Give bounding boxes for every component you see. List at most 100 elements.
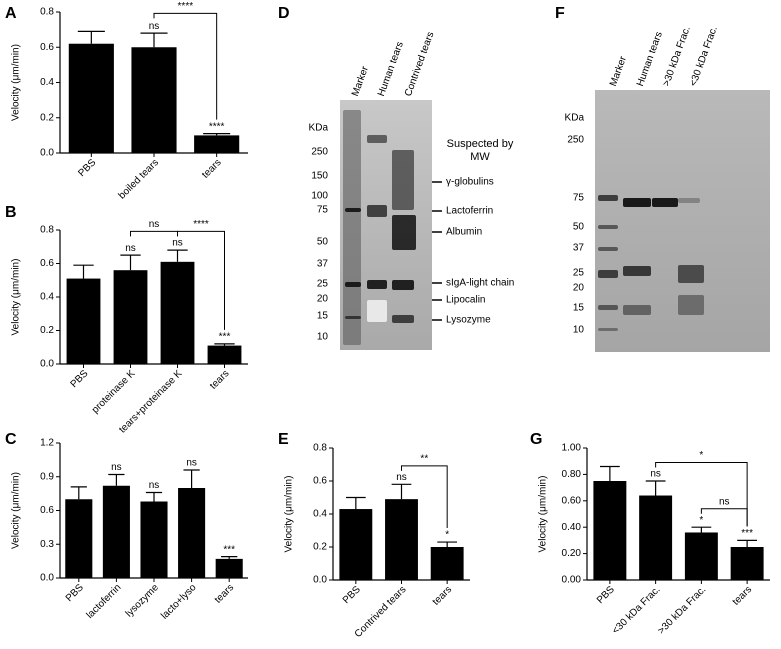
bracket-label: ****	[193, 219, 209, 230]
marker-label: 37	[317, 259, 329, 270]
y-tick-label: 0.20	[562, 548, 582, 559]
marker-label: 10	[573, 325, 585, 336]
bar	[68, 43, 114, 153]
y-tick-label: 0.60	[562, 495, 582, 506]
bracket-label: *	[699, 450, 703, 461]
significance-label: ***	[741, 528, 753, 539]
y-axis-label: Velocity (μm/min)	[538, 476, 549, 553]
panel-label: B	[5, 204, 17, 221]
y-tick-label: 0.8	[40, 225, 54, 236]
y-tick-label: 0.2	[313, 542, 327, 553]
lane-label: Human tears	[376, 40, 406, 98]
significance-label: ****	[209, 121, 225, 132]
annotation-title: Suspected by MW	[446, 138, 514, 163]
significance-bracket	[130, 230, 178, 237]
significance-bracket	[401, 465, 448, 529]
gel-band	[678, 198, 700, 203]
y-axis-label: Velocity (μm/min)	[284, 476, 295, 553]
gel-band	[598, 305, 618, 310]
unit-label: KDa	[565, 113, 585, 124]
y-tick-label: 0.0	[40, 573, 54, 584]
gel-band	[367, 135, 387, 143]
bar	[730, 547, 764, 580]
gel-band	[598, 247, 618, 251]
lane-label: Human tears	[635, 30, 665, 88]
marker-label: 20	[317, 294, 329, 305]
y-tick-label: 0.4	[313, 509, 327, 520]
marker-label: 15	[317, 311, 329, 322]
significance-label: ns	[650, 469, 661, 480]
x-tick-label: tears	[213, 582, 237, 606]
x-tick-label: proteinase K	[90, 368, 138, 416]
significance-label: ns	[111, 462, 122, 473]
significance-bracket	[153, 12, 218, 120]
gel-band	[623, 198, 651, 207]
gel-band	[345, 208, 361, 212]
bar	[178, 488, 206, 578]
significance-bracket	[700, 508, 748, 527]
significance-label: ***	[223, 544, 235, 555]
x-tick-label: lacto+lyso	[159, 582, 199, 622]
marker-label: 50	[317, 237, 329, 248]
y-tick-label: 0.8	[313, 443, 327, 454]
gel-band	[345, 316, 361, 319]
y-tick-label: 0.4	[40, 77, 54, 88]
significance-label: ns	[186, 458, 197, 469]
marker-label: 250	[311, 147, 328, 158]
annotation: Lipocalin	[446, 295, 485, 306]
x-tick-label: lactoferrin	[85, 582, 124, 621]
gel-band	[598, 225, 618, 229]
gel-band	[392, 150, 414, 210]
y-tick-label: 1.00	[562, 443, 582, 454]
marker-label: 37	[573, 243, 585, 254]
x-tick-label: tears	[731, 584, 755, 608]
gel-band	[367, 205, 387, 217]
gel-band	[598, 270, 618, 278]
marker-label: 75	[573, 193, 585, 204]
y-tick-label: 1.2	[40, 438, 54, 449]
bracket-label: **	[420, 453, 428, 464]
gel-band	[345, 282, 361, 287]
marker-label: 15	[573, 303, 585, 314]
gel-band	[678, 265, 704, 283]
x-tick-label: tears	[208, 368, 232, 392]
y-tick-label: 0.0	[40, 359, 54, 370]
bar	[65, 499, 93, 578]
y-tick-label: 0.2	[40, 112, 54, 123]
bar	[385, 499, 418, 580]
gel-band	[678, 295, 704, 315]
significance-label: ns	[396, 472, 407, 483]
significance-label: *	[699, 515, 703, 526]
lane-label: >30 kDa Frac.	[661, 25, 693, 88]
gel-band	[392, 215, 416, 250]
y-axis-label: Velocity (μm/min)	[11, 472, 22, 549]
y-tick-label: 0.40	[562, 522, 582, 533]
marker-label: 10	[317, 332, 329, 343]
bar	[131, 47, 177, 153]
marker-label: 75	[317, 205, 329, 216]
y-tick-label: 0.8	[40, 7, 54, 18]
y-tick-label: 0.6	[313, 476, 327, 487]
significance-label: ns	[149, 21, 160, 32]
bar	[66, 278, 101, 364]
panel-label: G	[530, 431, 542, 448]
significance-bracket	[655, 462, 748, 527]
panel-label: E	[278, 431, 289, 448]
annotation: Lactoferrin	[446, 206, 493, 217]
significance-label: ***	[219, 332, 231, 343]
annotation: Albumin	[446, 227, 482, 238]
y-axis-label: Velocity (μm/min)	[11, 259, 22, 336]
y-tick-label: 0.00	[562, 575, 582, 586]
x-tick-label: tears	[431, 584, 455, 608]
y-tick-label: 0.9	[40, 471, 54, 482]
gel-band	[623, 305, 651, 315]
gel-band	[598, 195, 618, 201]
significance-label: ns	[172, 238, 183, 249]
annotation: Lysozyme	[446, 315, 491, 326]
bracket-label: ns	[719, 496, 730, 507]
bar	[593, 481, 627, 580]
gel-band	[367, 300, 387, 322]
y-axis-label: Velocity (μm/min)	[11, 44, 22, 121]
